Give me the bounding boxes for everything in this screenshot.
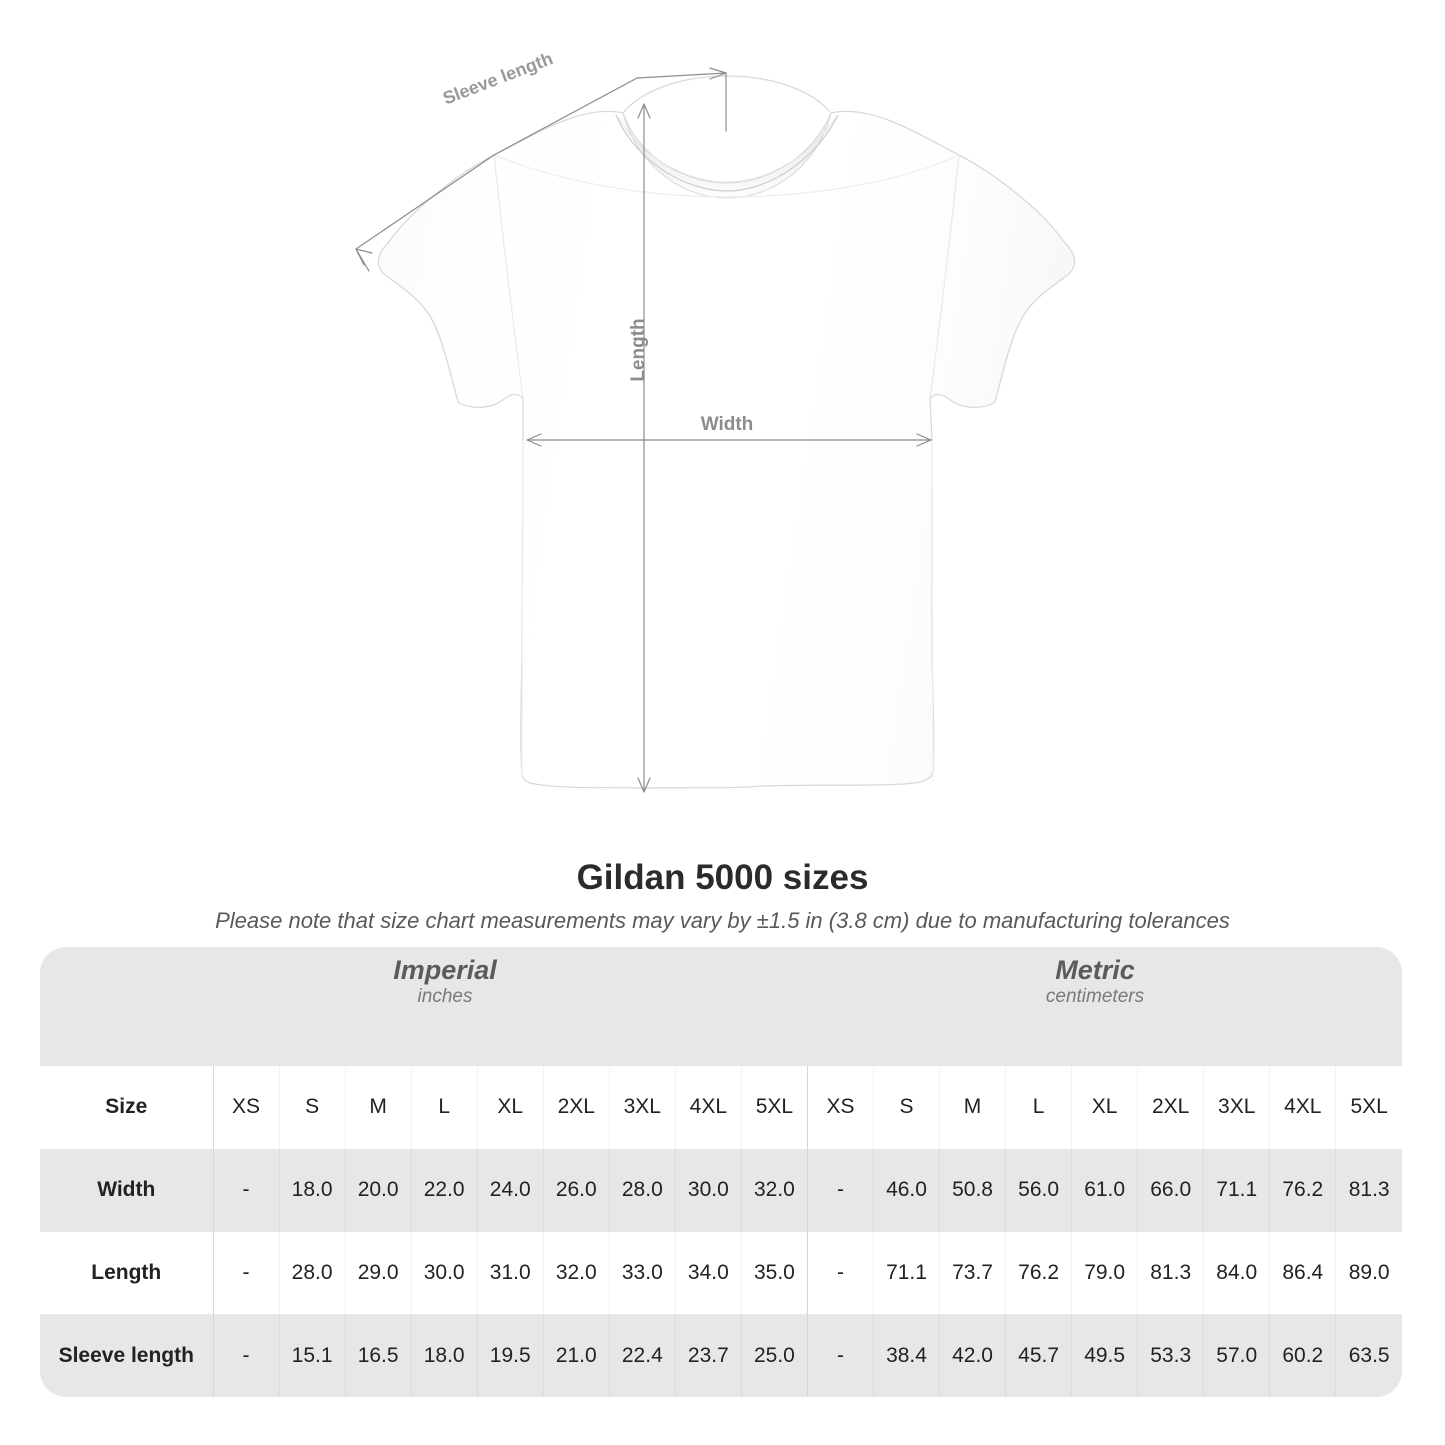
svg-text:Length: Length [628, 318, 649, 381]
svg-text:Sleeve length: Sleeve length [440, 48, 556, 108]
svg-text:Width: Width [701, 414, 754, 435]
